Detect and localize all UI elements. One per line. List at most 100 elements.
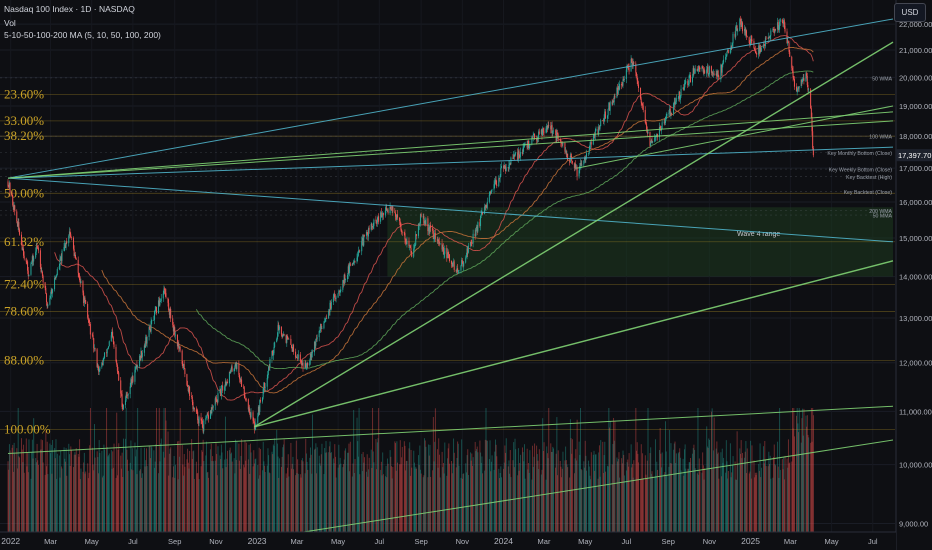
volume-bar: [239, 468, 241, 534]
candle-body: [556, 132, 558, 135]
candle-body: [420, 214, 422, 217]
volume-bar: [495, 444, 497, 534]
volume-bar: [509, 473, 511, 534]
candle-body: [401, 229, 403, 233]
candle-body: [515, 152, 517, 154]
volume-bar: [353, 409, 355, 534]
volume-indicator-label[interactable]: Vol: [4, 18, 16, 28]
symbol-title[interactable]: Nasdaq 100 Index · 1D · NASDAQ: [4, 4, 135, 14]
candle-body: [802, 78, 804, 82]
candle-body: [31, 256, 33, 263]
volume-bar: [255, 458, 257, 534]
volume-bar: [399, 440, 401, 534]
volume-bar: [319, 463, 321, 534]
candle-body: [79, 275, 81, 281]
volume-bar: [717, 453, 718, 534]
time-axis[interactable]: 2022 Mar May Jul Sep Nov 2023 Mar May Jul Sep Nov 20…: [0, 531, 896, 550]
candle-body: [261, 397, 263, 402]
volume-bar: [794, 436, 795, 534]
volume-bar: [673, 443, 675, 534]
volume-bar: [191, 458, 193, 534]
volume-bar: [132, 470, 134, 534]
volume-bar: [574, 458, 576, 534]
volume-bar: [754, 477, 756, 534]
candle-body: [47, 304, 49, 307]
price-axis[interactable]: 9,000.0010,000.0011,000.0012,000.0013,00…: [895, 0, 932, 550]
volume-bar: [249, 473, 251, 534]
candle-body: [791, 56, 793, 68]
volume-bar: [583, 461, 585, 534]
volume-bar: [527, 469, 529, 534]
volume-bar: [98, 440, 100, 534]
candle-body: [93, 348, 95, 349]
volume-bar: [193, 450, 195, 534]
candle-body: [49, 298, 51, 305]
candle-body: [438, 241, 440, 244]
volume-bar: [553, 448, 554, 534]
candle-body: [387, 209, 389, 214]
volume-bar: [324, 452, 326, 534]
candle-body: [291, 347, 293, 352]
volume-bar: [477, 452, 479, 534]
candle-body: [277, 325, 279, 337]
candle-body: [216, 399, 218, 402]
volume-bar: [121, 468, 122, 534]
candle-body: [78, 272, 80, 276]
candle-body: [25, 258, 27, 262]
candle-body: [675, 101, 677, 105]
volume-bar: [650, 473, 652, 534]
ma-indicator-label[interactable]: 5-10-50-100-200 MA (5, 10, 50, 100, 200): [4, 30, 161, 40]
candle-body: [805, 73, 807, 81]
volume-bar: [245, 442, 247, 534]
volume-bar: [575, 449, 577, 534]
candle-body: [592, 138, 594, 145]
candle-body: [613, 96, 615, 103]
candle-body: [810, 108, 812, 118]
volume-bar: [243, 467, 245, 534]
currency-button[interactable]: USD: [894, 3, 926, 22]
candle-body: [50, 296, 52, 299]
volume-bar: [542, 418, 544, 534]
volume-bar: [659, 450, 660, 534]
volume-bar: [198, 479, 200, 534]
candle-body: [739, 19, 741, 21]
volume-bar: [706, 426, 708, 534]
volume-bar: [118, 443, 120, 534]
volume-bar: [127, 470, 129, 534]
candle-body: [229, 371, 231, 374]
volume-bar: [532, 445, 534, 534]
candle-body: [428, 227, 430, 233]
volume-bar: [536, 445, 538, 534]
candle-body: [413, 248, 415, 257]
volume-bar: [116, 412, 118, 534]
volume-bar: [419, 445, 421, 534]
candle-body: [721, 64, 723, 73]
price-tick-label: 20,000.00: [899, 73, 932, 82]
volume-bar: [168, 475, 170, 534]
candle-body: [419, 223, 421, 226]
volume-bar: [486, 440, 488, 534]
volume-bar: [566, 464, 568, 534]
candle-body: [665, 116, 667, 123]
volume-bar: [584, 467, 585, 534]
volume-bar: [659, 428, 661, 534]
candle-body: [274, 342, 276, 347]
candle-body: [801, 79, 803, 82]
volume-bar: [409, 442, 411, 534]
volume-bar: [54, 458, 56, 534]
volume-bar: [684, 444, 686, 534]
volume-bar: [259, 475, 261, 534]
candle-body: [595, 129, 597, 131]
volume-bar: [807, 434, 809, 534]
volume-bar: [666, 475, 668, 534]
volume-bar: [744, 451, 746, 534]
candle-body: [699, 67, 701, 70]
candle-body: [98, 370, 100, 372]
volume-bar: [711, 411, 712, 534]
candle-body: [573, 163, 575, 168]
volume-bar: [446, 475, 448, 534]
candle-body: [609, 101, 611, 111]
volume-bar: [524, 478, 526, 534]
